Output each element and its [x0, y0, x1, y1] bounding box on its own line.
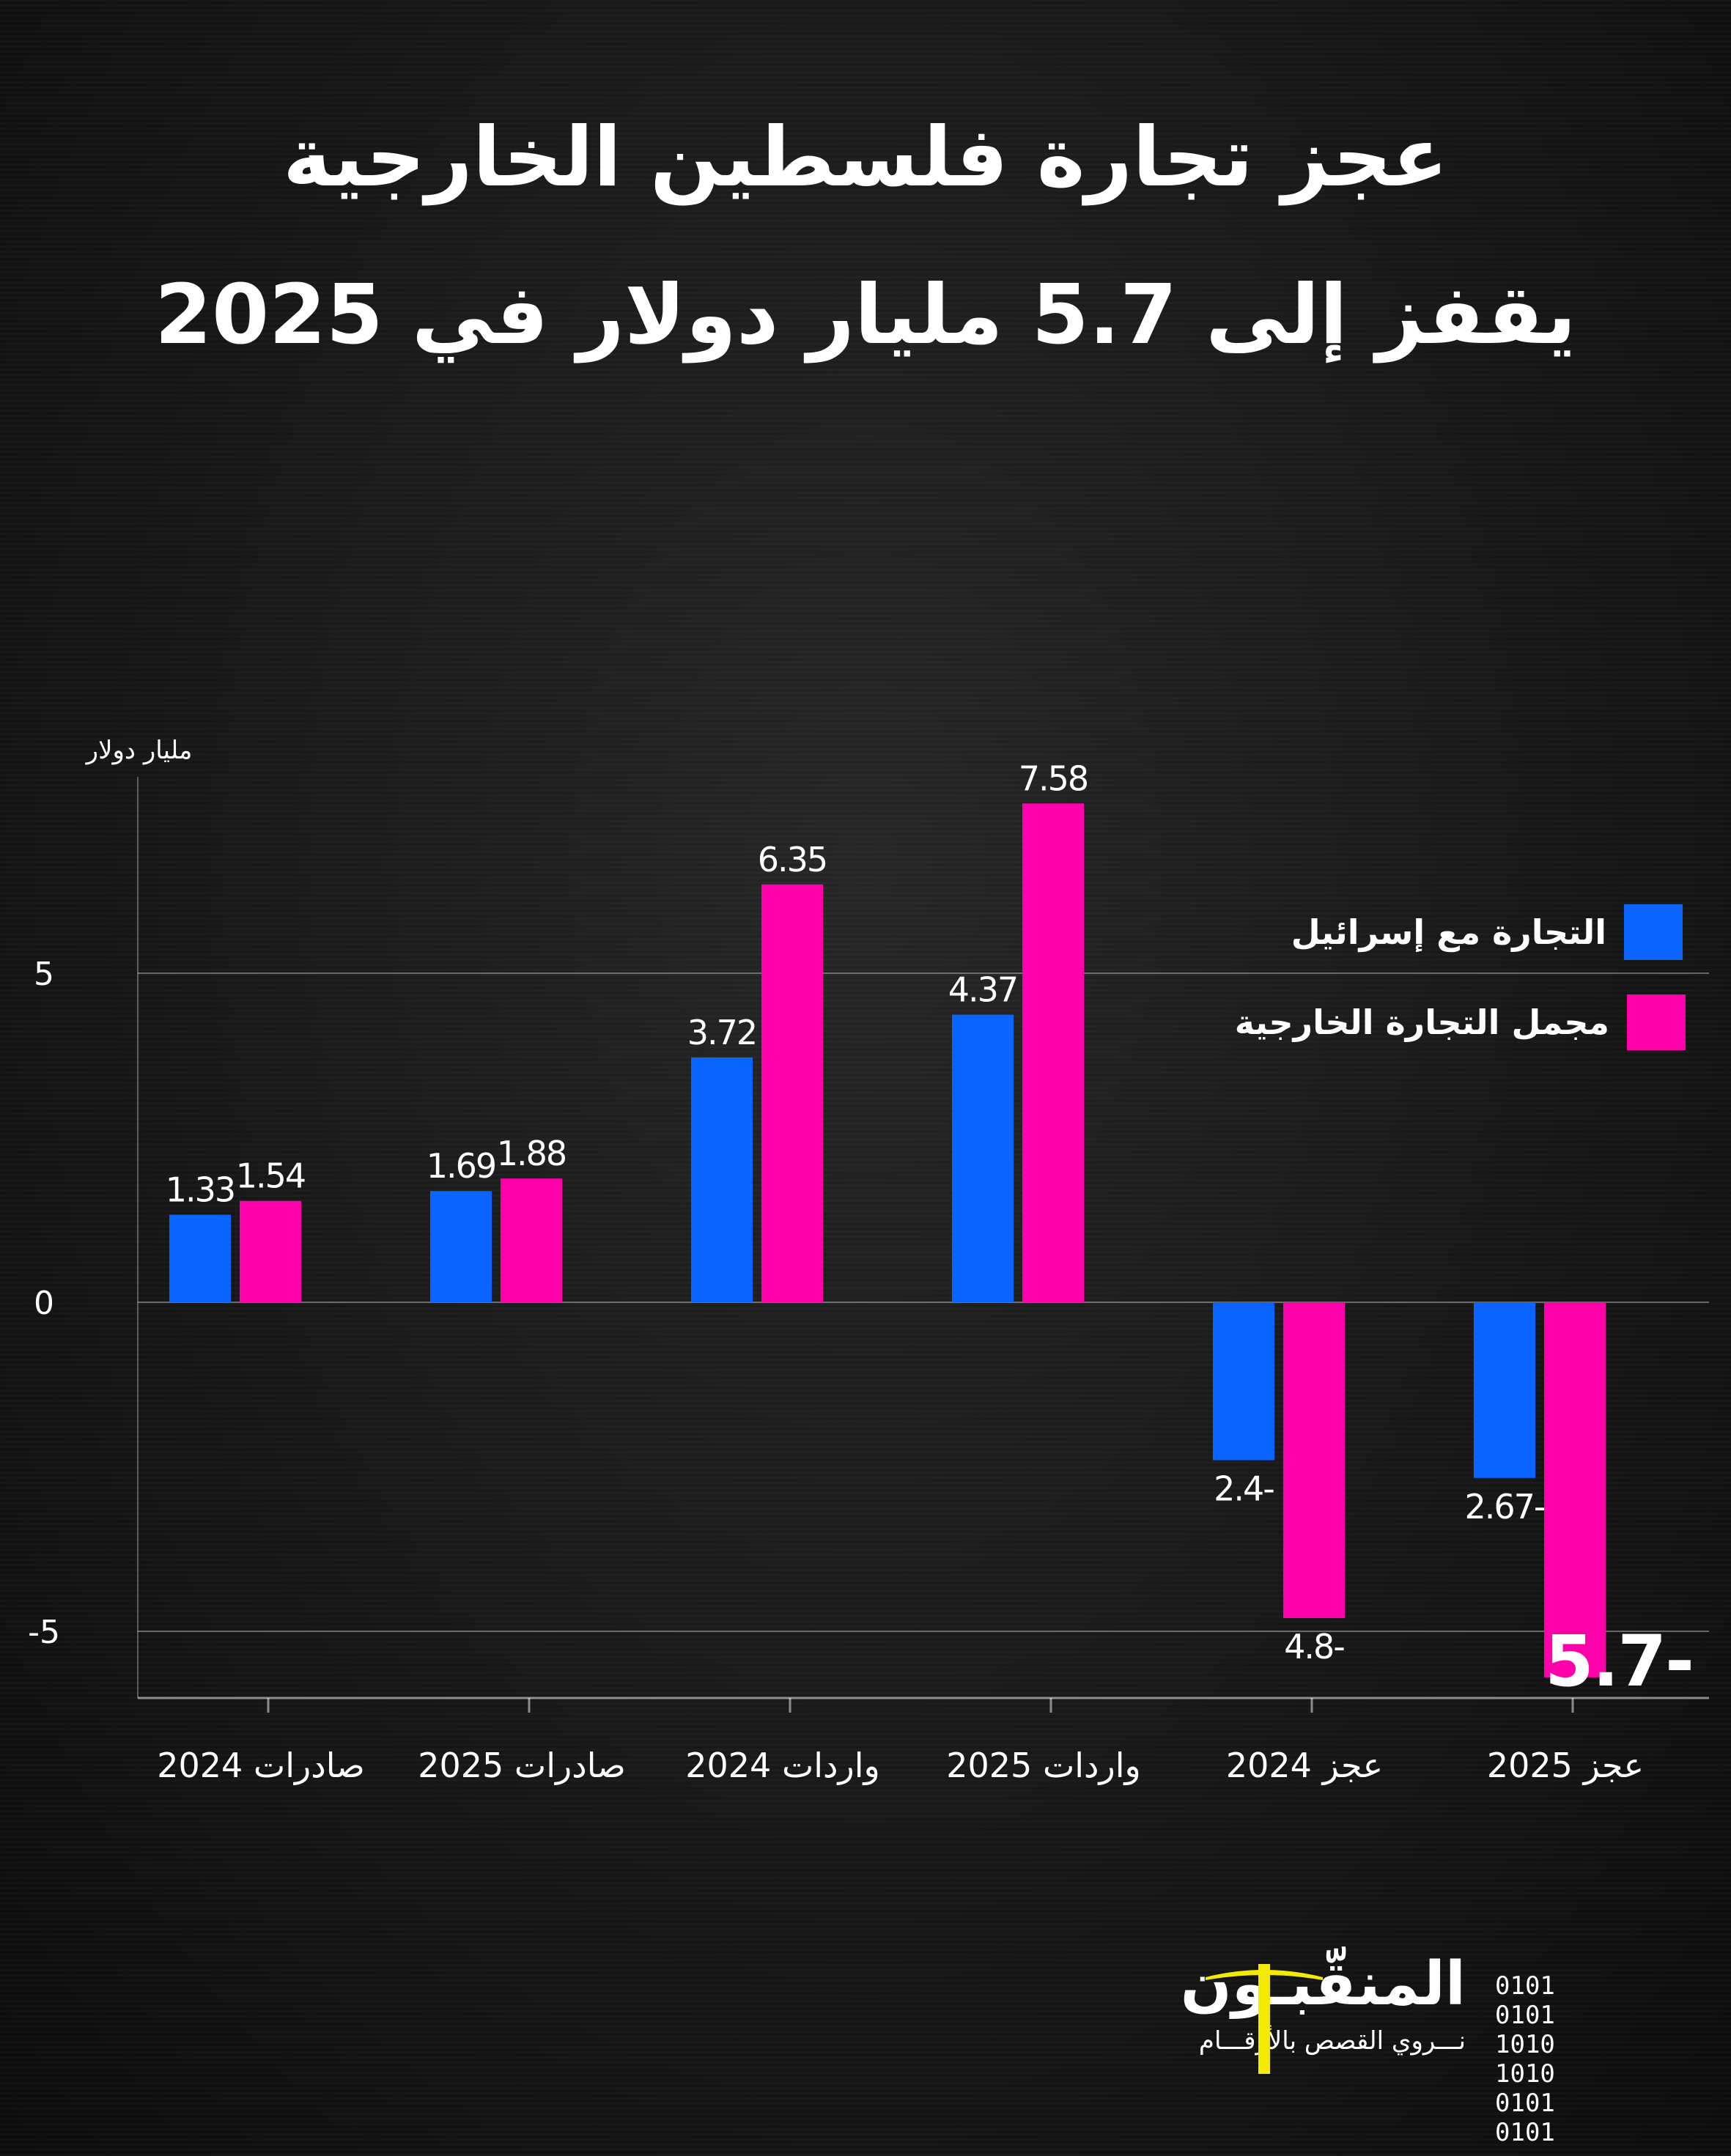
- legend-swatch-blue: [1624, 904, 1683, 960]
- y-axis-label: مليار دولار: [85, 736, 193, 765]
- data-label: 1.88: [497, 1134, 566, 1173]
- logo-binary: 0101 0101 1010 1010 0101 0101: [1495, 1971, 1555, 2147]
- legend-label: مجمل التجارة الخارجية: [1234, 1003, 1609, 1042]
- data-label: 1.54: [236, 1156, 305, 1196]
- data-label: 2.4-: [1214, 1469, 1274, 1509]
- bar-israel: [430, 1191, 492, 1302]
- x-tick-label: واردات 2024: [685, 1746, 879, 1786]
- legend-swatch-pink: [1627, 994, 1686, 1050]
- bar-israel: [1213, 1302, 1274, 1461]
- bar-total: [1022, 803, 1084, 1302]
- logo-name: المنقّبـون: [1180, 1949, 1466, 2019]
- bar-total: [1544, 1302, 1606, 1677]
- data-label: 1.33: [166, 1170, 235, 1210]
- y-tick-label: -5: [28, 1614, 60, 1651]
- x-tick-label: صادرات 2024: [157, 1746, 365, 1785]
- bar-israel: [1474, 1302, 1535, 1478]
- y-tick-label: 5: [34, 956, 54, 993]
- y-tick-label: 0: [34, 1285, 54, 1322]
- title-line-1: عجز تجارة فلسطين الخارجية: [283, 110, 1448, 205]
- bar-israel: [952, 1014, 1014, 1302]
- bar-total: [761, 884, 823, 1302]
- bar-israel: [169, 1214, 231, 1302]
- bar-total: [501, 1178, 562, 1302]
- bar-total: [240, 1200, 301, 1302]
- data-label: 2.67-: [1464, 1487, 1544, 1526]
- legend-item-israel: التجارة مع إسرائيل: [1291, 904, 1683, 960]
- data-label: 1.69: [427, 1146, 495, 1186]
- logo: المنقّبـون نـــروي القصص بالأرقـــام 010…: [1181, 1949, 1612, 2147]
- x-tick-label: عجز 2024: [1226, 1746, 1383, 1786]
- x-tick-label: واردات 2025: [946, 1746, 1140, 1786]
- data-label: 6.35: [758, 840, 827, 879]
- title-line-2: يقفز إلى 5.7 مليار دولار في 2025: [155, 267, 1576, 363]
- data-label: 4.37: [948, 970, 1017, 1010]
- data-label: 7.58: [1019, 758, 1088, 798]
- logo-tagline: نـــروي القصص بالأرقـــام: [1198, 2026, 1466, 2056]
- x-tick-label: صادرات 2025: [418, 1746, 626, 1785]
- data-label: 5.7-: [1545, 1620, 1693, 1702]
- legend-label: التجارة مع إسرائيل: [1291, 912, 1606, 952]
- data-label: 4.8-: [1284, 1627, 1344, 1666]
- legend-item-total: مجمل التجارة الخارجية: [1235, 994, 1686, 1050]
- pickaxe-icon: [1206, 1964, 1323, 2074]
- bar-israel: [691, 1057, 753, 1302]
- bar-total: [1283, 1302, 1345, 1619]
- x-tick-label: عجز 2025: [1487, 1746, 1644, 1786]
- data-label: 3.72: [687, 1013, 756, 1052]
